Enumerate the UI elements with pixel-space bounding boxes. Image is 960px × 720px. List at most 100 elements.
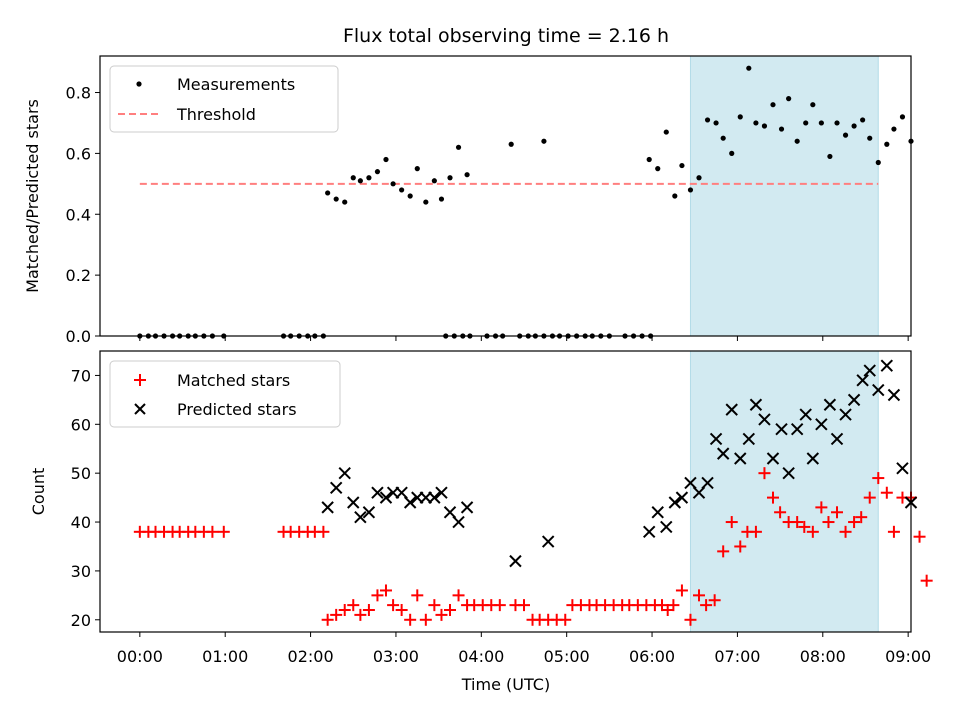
measurement-point bbox=[827, 153, 833, 160]
measurement-point bbox=[696, 175, 702, 181]
matched-star-point bbox=[758, 467, 771, 480]
measurement-point bbox=[713, 120, 719, 126]
legend-marker-matched bbox=[134, 374, 146, 386]
measurement-point bbox=[761, 123, 768, 129]
predicted-star-point bbox=[896, 462, 909, 475]
predicted-star-point bbox=[660, 520, 673, 534]
matched-star-point bbox=[749, 525, 762, 538]
matched-star-point bbox=[717, 545, 730, 558]
predicted-star-point bbox=[766, 452, 780, 465]
bottom-y-axis: 20 30 40 50 60 70 bbox=[71, 366, 100, 630]
legend-label-matched: Matched stars bbox=[177, 371, 290, 390]
x-tick-label: 03:00 bbox=[373, 647, 419, 666]
top-axes-frame bbox=[99, 55, 912, 337]
predicted-star-point bbox=[651, 506, 664, 519]
predicted-star-point bbox=[734, 452, 747, 465]
y-tick-label: 40 bbox=[71, 513, 91, 532]
matched-star-point bbox=[684, 613, 697, 626]
x-axis-label: Time (UTC) bbox=[461, 675, 550, 694]
measurement-point bbox=[899, 114, 906, 120]
matched-star-point bbox=[774, 506, 787, 519]
predicted-star-point bbox=[872, 383, 885, 397]
matched-star-point bbox=[371, 589, 384, 602]
measurement-point bbox=[646, 156, 652, 163]
measurement-point bbox=[704, 117, 711, 123]
top-y-axis-label: Matched/Predicted stars bbox=[23, 99, 42, 293]
matched-star-point bbox=[880, 486, 893, 499]
measurement-point bbox=[325, 190, 331, 196]
count-series bbox=[133, 359, 933, 626]
measurement-point bbox=[753, 120, 759, 126]
matched-star-point bbox=[791, 516, 804, 529]
measurement-point bbox=[860, 117, 866, 123]
top-x-ticks bbox=[139, 336, 909, 341]
y-tick-label: 60 bbox=[71, 415, 91, 434]
predicted-star-point bbox=[790, 422, 804, 436]
matched-star-point bbox=[675, 584, 688, 597]
matched-star-point bbox=[725, 516, 738, 529]
matched-star-point bbox=[347, 599, 360, 612]
matched-star-point bbox=[428, 599, 441, 612]
predicted-star-point bbox=[435, 486, 448, 499]
measurement-point bbox=[390, 181, 396, 187]
measurement-point bbox=[770, 102, 776, 108]
matched-star-point bbox=[559, 613, 572, 626]
matched-star-point bbox=[517, 599, 530, 612]
measurement-point bbox=[399, 187, 405, 193]
predicted-star-point bbox=[675, 491, 689, 504]
measurement-point bbox=[778, 126, 785, 132]
chart-title: Flux total observing time = 2.16 h bbox=[343, 25, 669, 47]
measurement-point bbox=[891, 126, 897, 132]
predicted-star-point bbox=[758, 413, 771, 426]
matched-star-point bbox=[217, 525, 230, 538]
measurement-point bbox=[746, 65, 752, 71]
measurement-point bbox=[407, 193, 413, 199]
y-tick-label: 50 bbox=[71, 464, 91, 483]
bottom-x-axis: 00:00 01:00 02:00 03:00 04:00 05:00 06:00 07:00… bbox=[117, 632, 931, 666]
matched-star-point bbox=[387, 599, 400, 612]
matched-star-point bbox=[848, 516, 861, 529]
predicted-star-point bbox=[668, 496, 682, 509]
predicted-star-point bbox=[847, 393, 861, 407]
predicted-star-point bbox=[799, 408, 812, 421]
matched-star-point bbox=[404, 613, 417, 626]
matched-star-point bbox=[913, 530, 926, 543]
matched-star-point bbox=[831, 506, 844, 519]
x-tick-label: 01:00 bbox=[202, 647, 248, 666]
measurement-point bbox=[663, 129, 669, 135]
predicted-star-point bbox=[880, 359, 894, 372]
y-tick-label: 30 bbox=[71, 562, 91, 581]
measurements-series bbox=[137, 65, 914, 339]
x-tick-label: 00:00 bbox=[117, 647, 163, 666]
matched-star-point bbox=[321, 613, 334, 626]
matched-star-point bbox=[667, 599, 680, 612]
bottom-axes-frame bbox=[99, 350, 912, 633]
matched-star-point bbox=[330, 608, 343, 621]
matched-star-point bbox=[766, 491, 779, 504]
measurement-point bbox=[438, 196, 445, 202]
matched-star-point bbox=[411, 589, 424, 602]
measurement-point bbox=[672, 193, 678, 199]
predicted-star-point bbox=[823, 398, 837, 411]
matched-star-point bbox=[395, 604, 408, 617]
measurement-point bbox=[464, 172, 470, 178]
matched-star-point bbox=[863, 491, 876, 504]
top-legend: Measurements Threshold bbox=[109, 65, 339, 133]
predicted-star-point bbox=[460, 501, 474, 514]
predicted-star-point bbox=[452, 515, 465, 529]
measurement-point bbox=[431, 178, 437, 184]
matched-star-point bbox=[419, 613, 432, 626]
predicted-star-point bbox=[362, 506, 376, 519]
top-highlight-span bbox=[689, 55, 879, 337]
y-tick-label: 0.4 bbox=[66, 205, 91, 224]
measurement-point bbox=[679, 162, 685, 169]
measurement-point bbox=[508, 141, 514, 147]
measurement-point bbox=[786, 96, 792, 102]
predicted-star-point bbox=[347, 496, 360, 509]
measurement-point bbox=[834, 120, 840, 126]
predicted-star-point bbox=[863, 364, 876, 377]
predicted-star-point bbox=[775, 422, 788, 436]
measurement-point bbox=[455, 144, 462, 150]
predicted-star-point bbox=[371, 486, 384, 499]
matched-star-point bbox=[700, 599, 713, 612]
